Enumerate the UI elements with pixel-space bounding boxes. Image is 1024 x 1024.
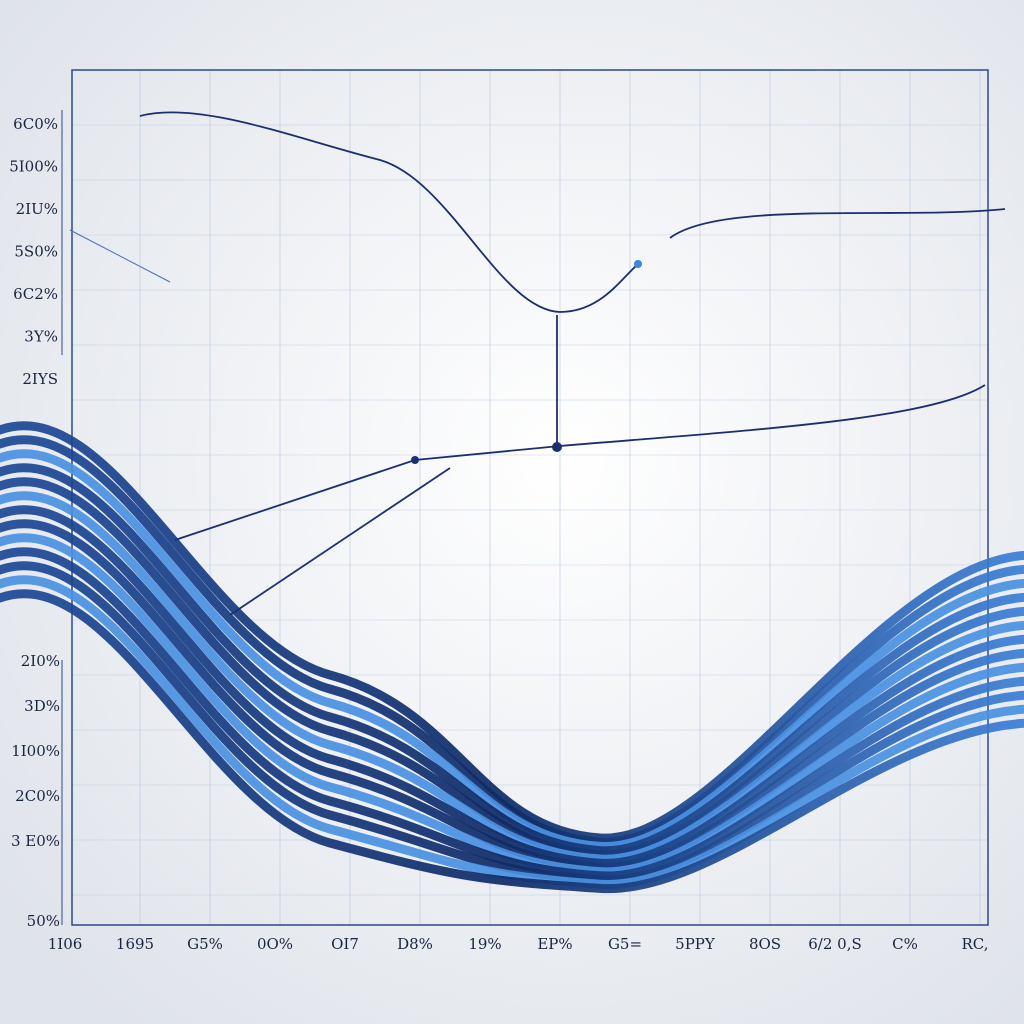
curve: [669, 208, 1006, 239]
ribbon: [0, 477, 1024, 860]
labels: 6C0% 5I00% 2IU% 5S0% 6C2% 3Y% 2IYS 2I0% 3D% 1I00%…: [9, 115, 988, 953]
label: 2I0%: [21, 652, 60, 670]
label: 5S0%: [14, 243, 58, 261]
ribbon: [0, 435, 1024, 847]
ribbon: [0, 589, 1024, 893]
label: D8%: [397, 935, 433, 953]
ribbon: [0, 505, 1024, 868]
label: 2IU%: [16, 200, 58, 218]
dot: [634, 260, 642, 268]
label: 1I06: [48, 935, 83, 953]
label: 50%: [27, 912, 60, 930]
ribbons: [0, 421, 1024, 893]
label: 2IYS: [22, 370, 58, 388]
ribbon: [0, 491, 1024, 864]
dot: [411, 456, 419, 464]
ribbon: [0, 561, 1024, 885]
label: 6C2%: [13, 285, 58, 303]
label: 5PPY: [675, 935, 716, 953]
label: OI7: [331, 935, 359, 953]
label: 5I00%: [9, 158, 58, 176]
label: 1695: [116, 935, 154, 953]
curve: [174, 384, 986, 541]
label: 19%: [468, 935, 501, 953]
curve: [139, 111, 639, 313]
curve: [229, 467, 451, 616]
lines: [69, 111, 1006, 616]
label: 1I00%: [11, 742, 60, 760]
dot: [552, 442, 562, 452]
ribbon: [0, 421, 1024, 843]
ribbon: [0, 533, 1024, 877]
label: G5=: [608, 935, 642, 953]
curve: [69, 229, 171, 283]
label: EP%: [537, 935, 572, 953]
ribbon: [0, 449, 1024, 851]
ribbon: [0, 547, 1024, 881]
ribbon: [0, 575, 1024, 889]
label: G5%: [187, 935, 223, 953]
ribbon: [0, 519, 1024, 872]
label: RC,: [961, 935, 988, 953]
label: C%: [892, 935, 918, 953]
label: 3 E0%: [11, 832, 60, 850]
label: 2C0%: [15, 787, 60, 805]
label: 8OS: [749, 935, 781, 953]
ribbon: [0, 463, 1024, 856]
label: 3Y%: [24, 328, 58, 346]
label: 3D%: [24, 697, 60, 715]
label: 6C0%: [13, 115, 58, 133]
label: 6/2 0,S: [808, 935, 862, 953]
label: 0O%: [257, 935, 293, 953]
